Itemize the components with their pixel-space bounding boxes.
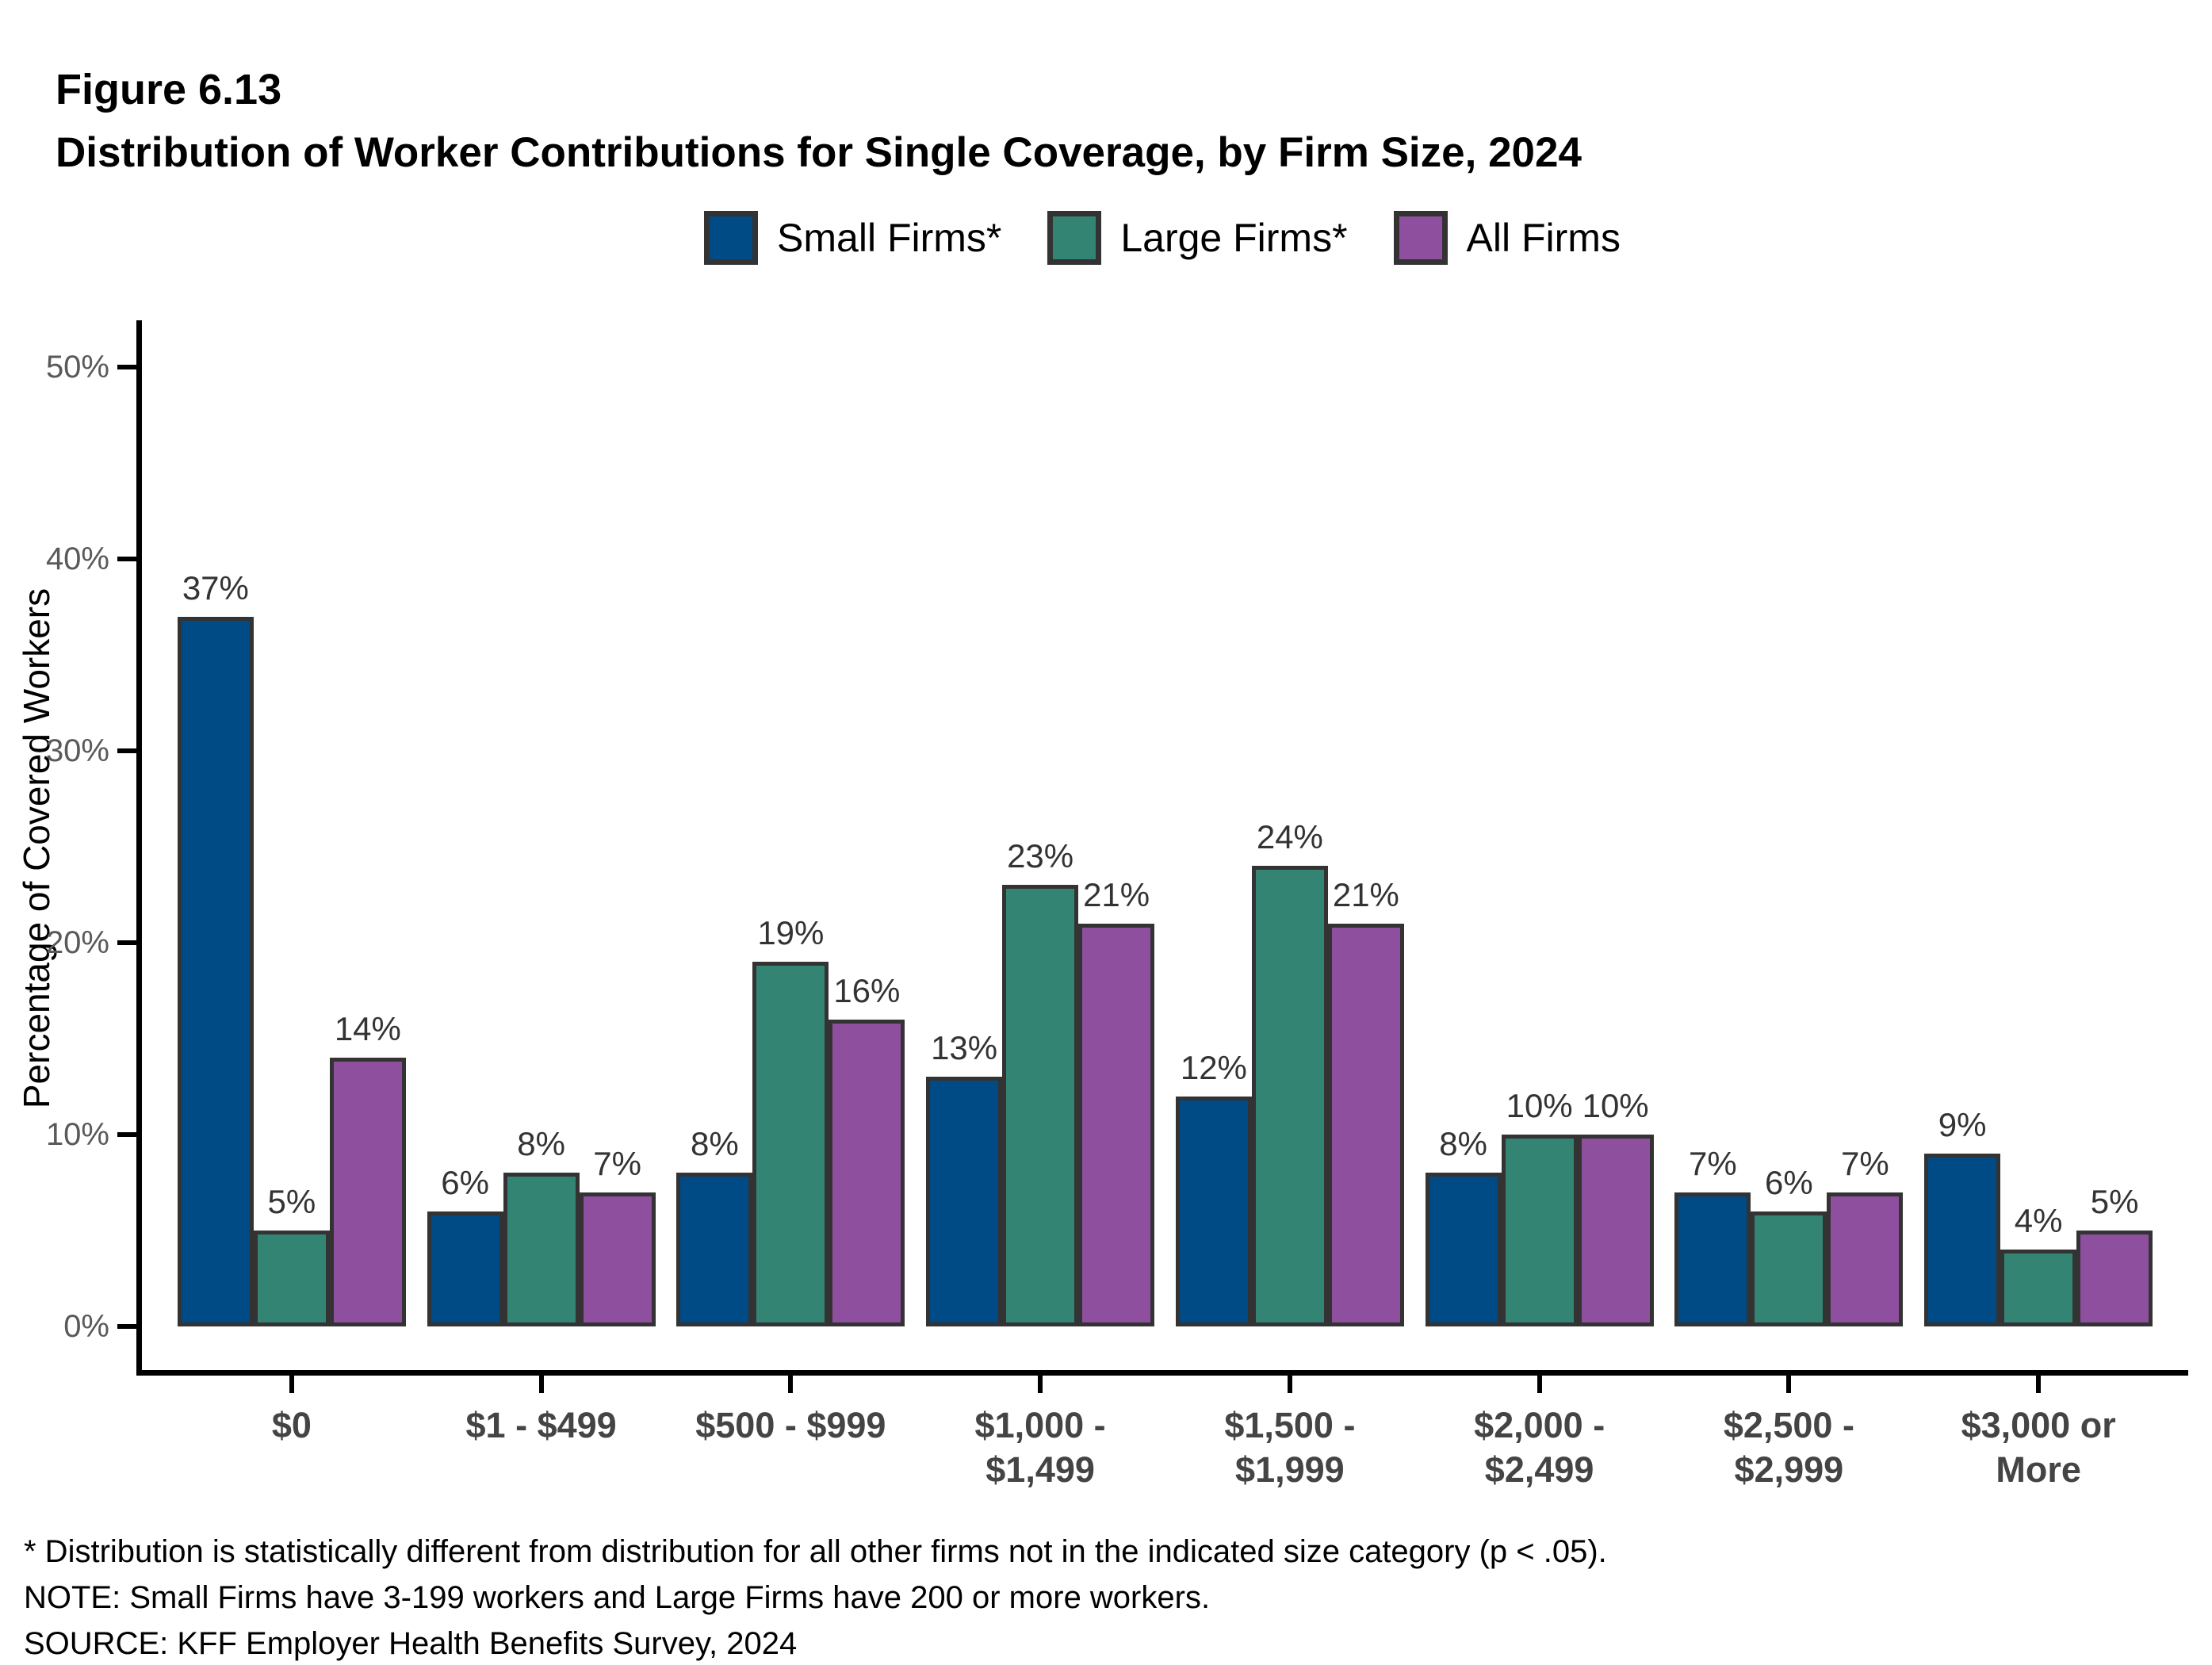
y-tick-mark-50	[117, 365, 136, 369]
x-tick-mark-1-000-1-499	[1038, 1376, 1043, 1393]
legend-label-small-firms: Small Firms*	[777, 216, 1002, 260]
bar-value-label-large-firms-2-500-2-999: 6%	[1765, 1164, 1813, 1201]
x-tick-mark-2-000-2-499	[1537, 1376, 1542, 1393]
bar-value-label-all-firms-0: 14%	[334, 1010, 401, 1047]
legend-item-all-firms: All Firms	[1393, 211, 1621, 265]
bar-small-firms-500-999	[676, 1173, 753, 1326]
bar-value-label-all-firms-3-000-or-more: 5%	[2090, 1183, 2139, 1220]
y-tick-label-50: 50%	[45, 350, 109, 385]
bar-value-label-all-firms-1-500-1-999: 21%	[1332, 876, 1399, 913]
x-tick-mark-500-999	[788, 1376, 794, 1393]
bar-small-firms-2-500-2-999	[1674, 1192, 1751, 1326]
bar-all-firms-0	[329, 1058, 406, 1326]
bar-small-firms-1-500-1-999	[1175, 1097, 1252, 1326]
bar-value-label-small-firms-0: 37%	[182, 569, 249, 607]
bar-all-firms-2-500-2-999	[1827, 1192, 1904, 1326]
figure-title: Distribution of Worker Contributions for…	[55, 129, 1582, 176]
legend-label-all-firms: All Firms	[1466, 216, 1621, 260]
bar-all-firms-3-000-or-more	[2076, 1231, 2153, 1326]
legend-item-small-firms: Small Firms*	[704, 211, 1001, 265]
bar-value-label-large-firms-0: 5%	[267, 1183, 316, 1220]
bar-value-label-large-firms-3-000-or-more: 4%	[2014, 1202, 2063, 1239]
bar-small-firms-0	[177, 617, 254, 1326]
bar-large-firms-1-499	[503, 1173, 580, 1326]
bar-value-label-small-firms-1-499: 6%	[441, 1164, 489, 1201]
y-tick-label-20: 20%	[45, 925, 109, 960]
y-tick-label-30: 30%	[45, 733, 109, 768]
bar-value-label-small-firms-1-000-1-499: 13%	[931, 1029, 998, 1066]
legend-swatch-large-firms	[1047, 211, 1102, 265]
y-tick-label-0: 0%	[63, 1309, 109, 1344]
y-axis-title: Percentage of Covered Workers	[16, 588, 57, 1109]
y-tick-mark-30	[117, 748, 136, 753]
bar-large-firms-2-000-2-499	[1501, 1135, 1578, 1326]
bar-value-label-small-firms-2-000-2-499: 8%	[1439, 1125, 1487, 1162]
y-tick-mark-0	[117, 1324, 136, 1329]
bar-small-firms-1-499	[427, 1211, 503, 1326]
bar-large-firms-3-000-or-more	[2000, 1250, 2077, 1326]
bar-all-firms-1-499	[579, 1192, 656, 1326]
bar-value-label-all-firms-2-000-2-499: 10%	[1582, 1087, 1649, 1124]
y-tick-label-40: 40%	[45, 542, 109, 576]
bar-value-label-large-firms-500-999: 19%	[757, 914, 825, 951]
y-tick-label-10: 10%	[45, 1117, 109, 1152]
bar-value-label-all-firms-2-500-2-999: 7%	[1841, 1145, 1889, 1182]
bar-all-firms-2-000-2-499	[1577, 1135, 1654, 1326]
y-tick-mark-40	[117, 557, 136, 561]
bar-value-label-all-firms-1-499: 7%	[593, 1145, 641, 1182]
bar-small-firms-3-000-or-more	[1924, 1154, 2001, 1326]
bar-value-label-small-firms-1-500-1-999: 12%	[1180, 1049, 1247, 1086]
bar-all-firms-500-999	[829, 1020, 905, 1326]
bar-all-firms-1-500-1-999	[1327, 924, 1404, 1326]
bar-large-firms-2-500-2-999	[1751, 1211, 1827, 1326]
y-tick-mark-10	[117, 1132, 136, 1137]
bar-all-firms-1-000-1-499	[1078, 924, 1155, 1326]
bar-value-label-large-firms-1-499: 8%	[517, 1125, 565, 1162]
bar-value-label-small-firms-3-000-or-more: 9%	[1938, 1106, 1987, 1143]
plot-area	[136, 320, 2188, 1376]
bar-large-firms-1-500-1-999	[1251, 866, 1328, 1326]
x-tick-label-500-999: $500 - $999	[695, 1405, 886, 1445]
bar-large-firms-1-000-1-499	[1002, 885, 1079, 1326]
x-tick-label-0: $0	[271, 1405, 312, 1445]
legend-swatch-all-firms	[1393, 211, 1448, 265]
bar-value-label-small-firms-500-999: 8%	[691, 1125, 739, 1162]
legend-swatch-small-firms	[704, 211, 759, 265]
bar-value-label-large-firms-1-000-1-499: 23%	[1007, 837, 1074, 875]
footnote-source: SOURCE: KFF Employer Health Benefits Sur…	[24, 1626, 798, 1661]
bar-value-label-large-firms-1-500-1-999: 24%	[1256, 818, 1323, 855]
bar-small-firms-1-000-1-499	[926, 1077, 1003, 1326]
chart-legend: Small Firms* Large Firms* All Firms	[136, 208, 2188, 268]
footnotes: * Distribution is statistically differen…	[24, 1535, 1607, 1660]
x-tick-mark-2-500-2-999	[1786, 1376, 1792, 1393]
x-tick-label-1-499: $1 - $499	[465, 1405, 617, 1445]
x-tick-label-1-000-1-499: $1,000 - $1,499	[974, 1405, 1106, 1491]
footnote-note: NOTE: Small Firms have 3-199 workers and…	[24, 1580, 1211, 1615]
x-tick-mark-1-499	[538, 1376, 544, 1393]
legend-label-large-firms: Large Firms*	[1120, 216, 1348, 260]
x-tick-label-2-000-2-499: $2,000 - $2,499	[1474, 1405, 1605, 1491]
bar-value-label-small-firms-2-500-2-999: 7%	[1689, 1145, 1737, 1182]
figure-label: Figure 6.13	[55, 66, 282, 113]
bar-small-firms-2-000-2-499	[1425, 1173, 1502, 1326]
bar-value-label-large-firms-2-000-2-499: 10%	[1506, 1087, 1573, 1124]
x-tick-label-2-500-2-999: $2,500 - $2,999	[1723, 1405, 1854, 1491]
legend-item-large-firms: Large Firms*	[1047, 211, 1348, 265]
bar-large-firms-500-999	[752, 962, 829, 1326]
bar-value-label-all-firms-1-000-1-499: 21%	[1083, 876, 1150, 913]
x-tick-label-1-500-1-999: $1,500 - $1,999	[1224, 1405, 1356, 1491]
bar-large-firms-0	[253, 1231, 330, 1326]
footnote-significance: * Distribution is statistically differen…	[24, 1534, 1607, 1569]
bar-value-label-all-firms-500-999: 16%	[833, 972, 901, 1009]
y-tick-mark-20	[117, 940, 136, 945]
x-tick-mark-1-500-1-999	[1287, 1376, 1292, 1393]
x-tick-label-3-000-or-more: $3,000 or More	[1961, 1405, 2116, 1491]
x-tick-mark-0	[289, 1376, 294, 1393]
x-tick-mark-3-000-or-more	[2036, 1376, 2042, 1393]
